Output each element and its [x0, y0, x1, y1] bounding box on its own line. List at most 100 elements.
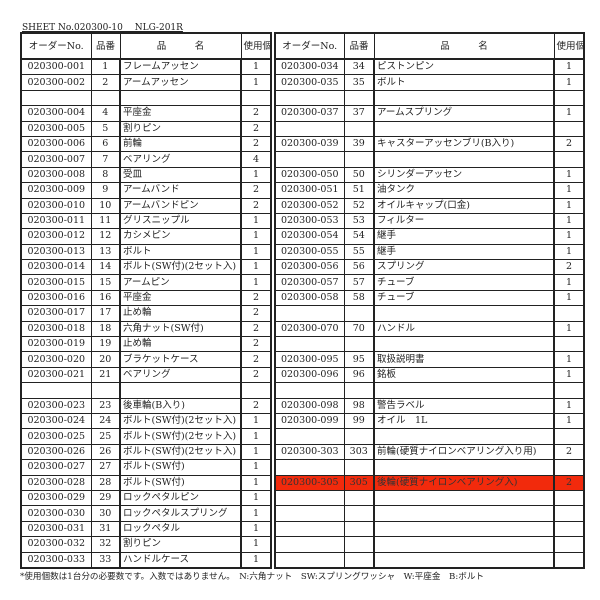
table-row: 020300-023 23 後車輪(B入り) 2 — [20, 397, 272, 414]
part-name-cell: ブラケットケース — [119, 351, 242, 368]
qty-cell: 1 — [553, 274, 585, 291]
part-name-cell — [373, 120, 555, 137]
part-name-cell: アームバンドピン — [119, 197, 242, 214]
qty-cell: 4 — [240, 151, 272, 168]
part-name-cell — [373, 551, 555, 569]
order-no-cell — [274, 489, 345, 507]
table-row: 020300-001 1 フレームアッセン 1 — [20, 58, 272, 76]
part-no-cell — [90, 382, 121, 399]
part-no-cell — [343, 489, 375, 507]
qty-cell: 1 — [240, 489, 272, 507]
qty-cell: 1 — [553, 243, 585, 261]
part-no-cell — [343, 520, 375, 538]
part-no-cell — [343, 151, 375, 168]
table-row: 020300-051 51 油タンク 1 — [274, 182, 585, 199]
part-no-cell: 20 — [90, 351, 121, 368]
table-row: 020300-008 8 受皿 1 — [20, 166, 272, 184]
qty-cell: 1 — [553, 105, 585, 122]
part-name-cell: キャスターアッセンブリ(B入り) — [373, 135, 555, 153]
part-no-cell: 58 — [343, 289, 375, 307]
qty-cell: 1 — [240, 536, 272, 553]
part-no-cell: 34 — [343, 58, 375, 76]
table-row: 020300-025 25 ボルト(SW付)(2セット入) 1 — [20, 428, 272, 445]
table-row: 020300-054 54 継手 1 — [274, 228, 585, 245]
part-name-cell: チューブ — [373, 289, 555, 307]
table-row: 020300-095 95 取扱説明書 1 — [274, 351, 585, 368]
part-name-cell: フィルター — [373, 212, 555, 230]
qty-cell: 1 — [240, 212, 272, 230]
parts-table-left: オーダーNo. 品番 品 名 使用個数 020300-0011フレームアッセン1… — [20, 32, 272, 569]
order-no-cell: 020300-017 — [20, 305, 92, 322]
part-name-cell: オイルキャップ(口金) — [373, 197, 555, 214]
part-name-cell: アームピン — [119, 274, 242, 291]
table-row: 020300-013 13 ボルト 1 — [20, 243, 272, 261]
order-no-cell — [274, 505, 345, 522]
table-row: 020300-021 21 ベアリング 2 — [20, 366, 272, 384]
part-name-cell: 受皿 — [119, 166, 242, 184]
order-no-cell: 020300-053 — [274, 212, 345, 230]
qty-cell: 1 — [553, 366, 585, 384]
table-row: 020300-030 30 ロックペタルスプリング 1 — [20, 505, 272, 522]
table-row: 020300-028 28 ボルト(SW付) 1 — [20, 474, 272, 491]
part-name-cell: ハンドル — [373, 320, 555, 338]
table-row: 020300-015 15 アームピン 1 — [20, 274, 272, 291]
part-no-cell — [343, 89, 375, 107]
part-no-cell — [343, 505, 375, 522]
table-row: 020300-002 2 アームアッセン 1 — [20, 74, 272, 91]
part-no-cell: 10 — [90, 197, 121, 214]
part-no-cell: 30 — [90, 505, 121, 522]
part-name-cell: アームバンド — [119, 182, 242, 199]
part-name-cell: シリンダーアッセン — [373, 166, 555, 184]
part-no-cell — [343, 382, 375, 399]
part-name-cell: 継手 — [373, 243, 555, 261]
table-row: 020300-010 10 アームバンドピン 2 — [20, 197, 272, 214]
order-no-cell — [274, 428, 345, 445]
order-no-cell: 020300-007 — [20, 151, 92, 168]
qty-cell: 1 — [553, 212, 585, 230]
part-no-cell: 32 — [90, 536, 121, 553]
order-no-cell: 020300-055 — [274, 243, 345, 261]
order-no-cell — [274, 536, 345, 553]
qty-cell: 2 — [240, 289, 272, 307]
order-no-cell: 020300-005 — [20, 120, 92, 137]
qty-cell — [553, 489, 585, 507]
part-name-cell: 取扱説明書 — [373, 351, 555, 368]
part-name-cell: 平座金 — [119, 105, 242, 122]
part-no-cell: 15 — [90, 274, 121, 291]
empty-row — [274, 489, 585, 507]
part-no-cell: 99 — [343, 412, 375, 430]
part-name-cell — [373, 151, 555, 168]
table-row: 020300-024 24 ボルト(SW付)(2セット入) 1 — [20, 412, 272, 430]
table-row: 020300-027 27 ボルト(SW付) 1 — [20, 459, 272, 476]
part-no-cell — [90, 89, 121, 107]
order-no-cell: 020300-004 — [20, 105, 92, 122]
order-no-cell: 020300-008 — [20, 166, 92, 184]
qty-cell — [553, 520, 585, 538]
order-no-cell: 020300-002 — [20, 74, 92, 91]
qty-cell — [553, 551, 585, 569]
qty-cell: 1 — [240, 412, 272, 430]
order-no-cell: 020300-018 — [20, 320, 92, 338]
order-no-cell: 020300-031 — [20, 520, 92, 538]
order-no-cell: 020300-098 — [274, 397, 345, 414]
table-row: 020300-011 11 グリスニップル 1 — [20, 212, 272, 230]
empty-row — [20, 382, 272, 399]
qty-cell — [240, 89, 272, 107]
qty-cell: 1 — [240, 228, 272, 245]
part-name-cell: 止め輪 — [119, 305, 242, 322]
part-no-cell: 53 — [343, 212, 375, 230]
header-part-no: 品番 — [90, 32, 121, 60]
table-row: 020300-070 70 ハンドル 1 — [274, 320, 585, 338]
part-name-cell — [119, 89, 242, 107]
order-no-cell — [274, 305, 345, 322]
order-no-cell: 020300-035 — [274, 74, 345, 91]
part-name-cell — [373, 382, 555, 399]
qty-cell: 2 — [240, 305, 272, 322]
order-no-cell: 020300-096 — [274, 366, 345, 384]
part-no-cell: 27 — [90, 459, 121, 476]
qty-cell: 1 — [553, 228, 585, 245]
order-no-cell: 020300-039 — [274, 135, 345, 153]
part-name-cell: アームアッセン — [119, 74, 242, 91]
part-name-cell: ベアリング — [119, 366, 242, 384]
order-no-cell: 020300-095 — [274, 351, 345, 368]
